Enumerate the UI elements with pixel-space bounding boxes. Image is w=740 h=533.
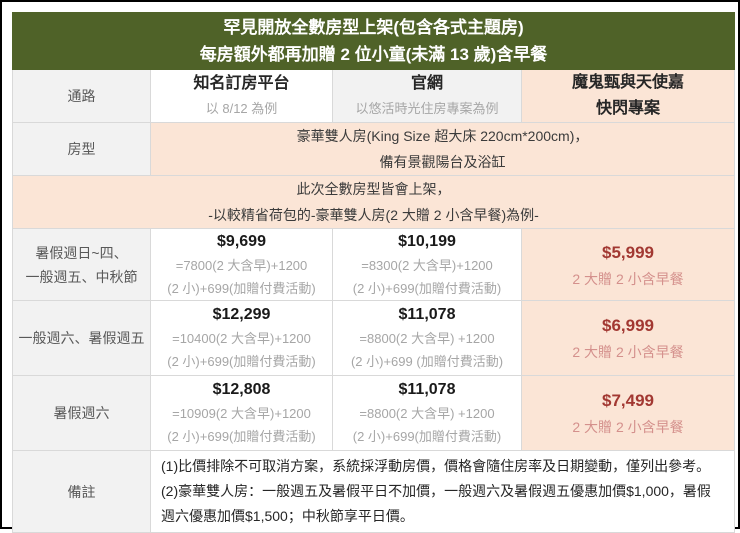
official-formula-line-1: =8300(2 大含早)+1200 — [361, 257, 493, 273]
flash-price-note: 2 大贈 2 小含早餐 — [572, 270, 684, 287]
flash-price-note: 2 大贈 2 小含早餐 — [572, 419, 684, 435]
official-price: $11,078 — [398, 306, 456, 323]
channel-flash-cell: 魔鬼甄與天使嘉 快閃專案 — [520, 69, 736, 123]
notes-row: 備註 (1)比價排除不可取消方案，系統採浮動房價，價格會隨住房率及日期變動，僅列… — [12, 450, 736, 533]
price-row-1-official-cell: $10,199 =8300(2 大含早)+1200 (2 小)+699(加贈付費… — [332, 228, 522, 301]
price-row-1-platform-cell: $9,699 =7800(2 大含早)+1200 (2 小)+699(加贈付費活… — [150, 228, 333, 301]
room-description-line-2: 備有景觀陽台及浴缸 — [379, 154, 506, 170]
notes-row-label: 備註 — [12, 450, 151, 533]
price-row-2-label-line-1: 一般週六、暑假週五 — [18, 330, 145, 346]
price-row-1-flash-cell: $5,999 2 大贈 2 小含早餐 — [520, 228, 736, 301]
platform-formula-line-1: =7800(2 大含早)+1200 — [175, 257, 308, 273]
channel-platform-cell: 知名訂房平台 以 8/12 為例 — [150, 69, 333, 123]
official-price: $10,199 — [398, 232, 456, 250]
price-row-3-label-line-1: 暑假週六 — [53, 405, 110, 421]
official-formula-line-2: (2 小)+699 (加贈付費活動) — [350, 354, 504, 369]
table-row-price-2: 一般週六、暑假週五 $12,299 =10400(2 大含早)+1200 (2 … — [12, 300, 736, 376]
note-item-1: (1)比價排除不可取消方案，系統採浮動房價，價格會隨住房率及日期變動，僅列出參考… — [161, 458, 711, 474]
channel-row: 通路 知名訂房平台 以 8/12 為例 官網 以悠活時光住房專案為例 魔鬼甄與天… — [12, 69, 736, 123]
promo-note-cell: 此次全數房型皆會上架， -以較精省荷包的-豪華雙人房(2 大贈 2 小含早餐)為… — [11, 175, 736, 229]
room-type-row: 房型 豪華雙人房(King Size 超大床 220cm*200cm)， 備有景… — [12, 122, 736, 176]
price-comparison-table: 罕見開放全數房型上架(包含各式主題房) 每房額外都再加贈 2 位小童(未滿 13… — [11, 12, 736, 533]
room-description-cell: 豪華雙人房(King Size 超大床 220cm*200cm)， 備有景觀陽台… — [149, 122, 736, 176]
table-row-price-3: 暑假週六 $12,808 =10909(2 大含早)+1200 (2 小)+69… — [12, 375, 736, 451]
note-item-2: (2)豪華雙人房：一般週五及暑假平日不加價，一般週六及暑假週五優惠加價$1,00… — [161, 483, 711, 524]
flash-price: $5,999 — [602, 242, 654, 262]
flash-price: $7,499 — [602, 391, 654, 410]
promo-note-line-2: -以較精省荷包的-豪華雙人房(2 大贈 2 小含早餐)為例- — [208, 207, 539, 223]
channel-official-title: 官網 — [410, 75, 443, 92]
price-row-2-label: 一般週六、暑假週五 — [12, 300, 151, 376]
room-row-label: 房型 — [12, 122, 151, 176]
promo-note-line-1: 此次全數房型皆會上架， — [296, 181, 451, 197]
price-row-1-label-line-1: 暑假週日~四、 — [35, 244, 128, 261]
channel-official-subtitle: 以悠活時光住房專案為例 — [355, 101, 499, 116]
official-formula-line-2: (2 小)+699(加贈付費活動) — [352, 280, 502, 296]
channel-flash-title: 魔鬼甄與天使嘉 — [572, 74, 685, 91]
official-formula-line-2: (2 小)+699(加贈付費活動) — [352, 429, 502, 444]
official-price: $11,078 — [398, 381, 456, 398]
price-row-1-label: 暑假週日~四、 一般週五、中秋節 — [12, 228, 151, 301]
notes-content-cell: (1)比價排除不可取消方案，系統採浮動房價，價格會隨住房率及日期變動，僅列出參考… — [149, 450, 736, 533]
channel-official-cell: 官網 以悠活時光住房專案為例 — [332, 69, 522, 123]
platform-formula-line-2: (2 小)+699(加贈付費活動) — [167, 354, 316, 369]
promo-note-row: 此次全數房型皆會上架， -以較精省荷包的-豪華雙人房(2 大贈 2 小含早餐)為… — [11, 175, 736, 229]
price-row-2-platform-cell: $12,299 =10400(2 大含早)+1200 (2 小)+699(加贈付… — [150, 300, 333, 376]
price-row-3-label: 暑假週六 — [12, 375, 151, 451]
banner-row: 罕見開放全數房型上架(包含各式主題房) 每房額外都再加贈 2 位小童(未滿 13… — [11, 12, 736, 70]
official-formula-line-1: =8800(2 大含早) +1200 — [359, 331, 495, 346]
price-row-2-official-cell: $11,078 =8800(2 大含早) +1200 (2 小)+699 (加贈… — [332, 300, 522, 376]
platform-formula-line-1: =10400(2 大含早)+1200 — [172, 331, 311, 346]
table-row-price-1: 暑假週日~四、 一般週五、中秋節 $9,699 =7800(2 大含早)+120… — [12, 228, 736, 301]
channel-platform-subtitle: 以 8/12 為例 — [205, 101, 278, 116]
platform-price: $12,299 — [212, 306, 271, 323]
platform-formula-line-2: (2 小)+699(加贈付費活動) — [167, 280, 316, 296]
banner-line-1: 罕見開放全數房型上架(包含各式主題房) — [223, 18, 524, 37]
room-description-line-1: 豪華雙人房(King Size 超大床 220cm*200cm)， — [296, 128, 589, 144]
platform-formula-line-1: =10909(2 大含早)+1200 — [172, 406, 311, 421]
price-row-2-flash-cell: $6,999 2 大贈 2 小含早餐 — [520, 300, 736, 376]
flash-price-note: 2 大贈 2 小含早餐 — [572, 344, 684, 360]
banner-line-2: 每房額外都再加贈 2 位小童(未滿 13 歲)含早餐 — [199, 45, 548, 64]
platform-price: $12,808 — [212, 381, 271, 398]
banner-cell: 罕見開放全數房型上架(包含各式主題房) 每房額外都再加贈 2 位小童(未滿 13… — [11, 12, 736, 70]
price-row-3-flash-cell: $7,499 2 大贈 2 小含早餐 — [520, 375, 736, 451]
channel-row-label: 通路 — [12, 69, 151, 123]
flash-price: $6,999 — [602, 316, 654, 335]
price-row-3-official-cell: $11,078 =8800(2 大含早) +1200 (2 小)+699(加贈付… — [332, 375, 522, 451]
channel-flash-subtitle: 快閃專案 — [596, 100, 661, 117]
official-formula-line-1: =8800(2 大含早) +1200 — [359, 406, 495, 421]
channel-platform-title: 知名訂房平台 — [193, 75, 290, 92]
platform-price: $9,699 — [217, 232, 266, 250]
price-row-1-label-line-2: 一般週五、中秋節 — [25, 268, 138, 285]
platform-formula-line-2: (2 小)+699(加贈付費活動) — [167, 429, 316, 444]
price-row-3-platform-cell: $12,808 =10909(2 大含早)+1200 (2 小)+699(加贈付… — [150, 375, 333, 451]
